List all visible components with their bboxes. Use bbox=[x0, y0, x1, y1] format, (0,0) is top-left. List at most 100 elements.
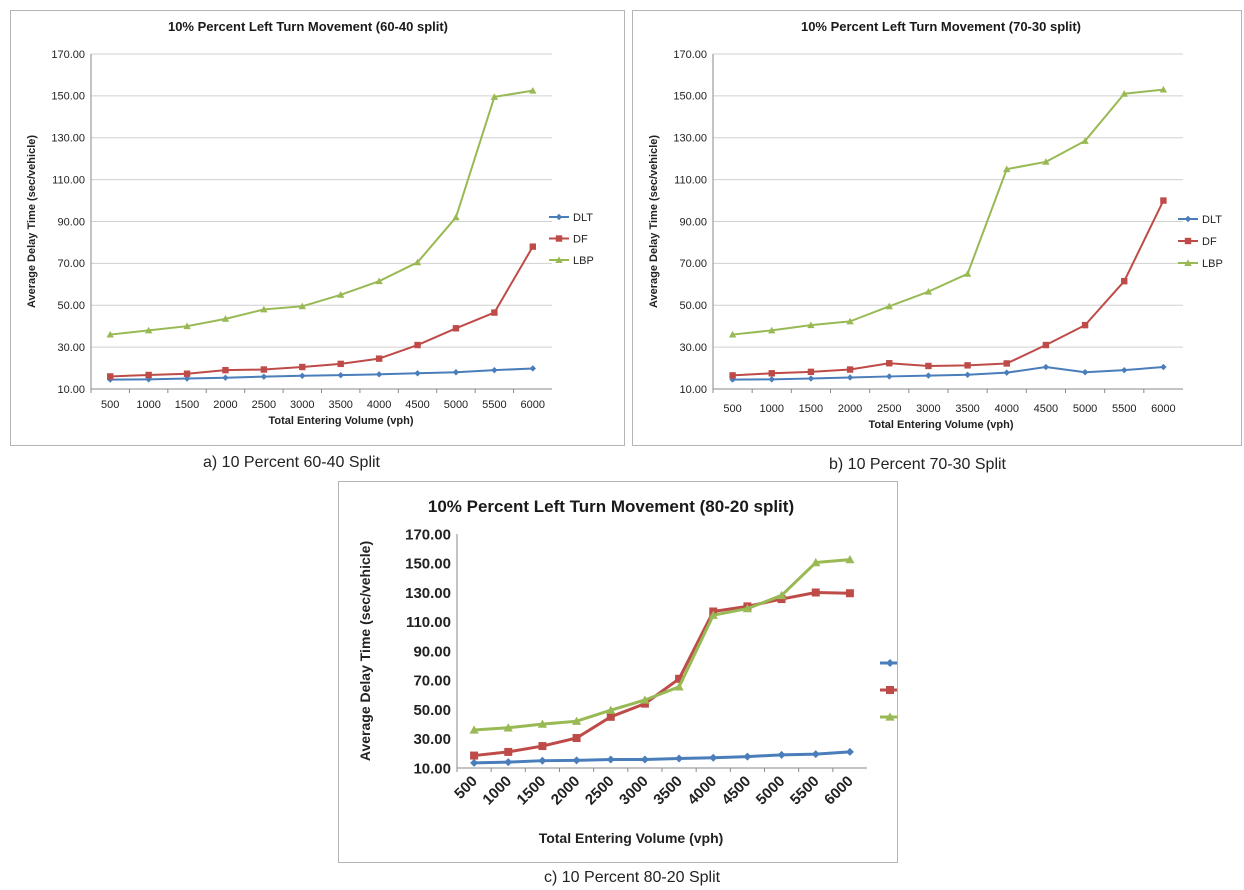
data-point bbox=[1003, 165, 1011, 173]
x-tick-label: 3500 bbox=[328, 399, 352, 411]
x-tick-label: 5500 bbox=[482, 399, 506, 411]
y-tick-label: 70.00 bbox=[679, 258, 707, 270]
series-line bbox=[110, 367, 533, 381]
data-point bbox=[606, 712, 615, 721]
legend-entry-lbp: LBP bbox=[880, 712, 897, 721]
x-axis-label: Total Entering Volume (vph) bbox=[268, 415, 413, 427]
data-point bbox=[1003, 360, 1010, 367]
legend-marker bbox=[1184, 237, 1192, 245]
data-point bbox=[776, 590, 787, 600]
data-point bbox=[728, 330, 737, 338]
chart-a-panel: 10% Percent Left Turn Movement (60-40 sp… bbox=[10, 10, 625, 446]
data-point bbox=[299, 363, 306, 371]
data-point bbox=[1003, 369, 1010, 376]
data-point bbox=[606, 705, 616, 714]
legend-label: LBP bbox=[573, 255, 594, 267]
x-tick-label: 6000 bbox=[521, 399, 545, 411]
series-line bbox=[732, 366, 1164, 381]
chart-title: 10% Percent Left Turn Movement (60-40 sp… bbox=[168, 19, 448, 34]
chart-c-caption: c) 10 Percent 80-20 Split bbox=[544, 869, 721, 886]
data-point bbox=[925, 372, 932, 379]
legend-label: DF bbox=[1202, 236, 1217, 248]
series-line bbox=[732, 200, 1165, 377]
data-point bbox=[375, 355, 383, 362]
x-tick-label: 5000 bbox=[1073, 403, 1097, 415]
data-point bbox=[811, 588, 820, 597]
data-point bbox=[729, 372, 736, 379]
y-tick-labels: 10.00 30.00 50.00 70.00 90.00 110.00 130.00 150… bbox=[405, 526, 451, 777]
y-tick-label: 130.00 bbox=[51, 133, 85, 145]
data-point bbox=[924, 287, 933, 295]
x-tick-label: 500 bbox=[723, 403, 741, 415]
data-point bbox=[925, 362, 932, 370]
legend-marker bbox=[555, 213, 563, 221]
data-point bbox=[452, 369, 460, 376]
data-point bbox=[414, 370, 421, 377]
x-tick-label: 2000 bbox=[838, 403, 862, 415]
x-axis-label: Total Entering Volume (vph) bbox=[539, 830, 724, 846]
data-point bbox=[964, 362, 971, 369]
data-point bbox=[885, 302, 893, 310]
series-dlt bbox=[470, 747, 854, 767]
y-tick-labels: 10.00 30.00 50.00 70.00 90.00 110.00 130.00 150… bbox=[51, 49, 85, 396]
series-line bbox=[110, 246, 534, 378]
x-tick-label: 2500 bbox=[877, 403, 901, 415]
data-point bbox=[183, 375, 191, 382]
x-tick-labels: 500 1000 1500 2000 2500 3000 3500 4000 4500 5000 5… bbox=[90, 389, 545, 411]
data-point bbox=[375, 277, 383, 285]
chart-a-caption: a) 10 Percent 60-40 Split bbox=[203, 454, 380, 471]
data-point bbox=[414, 341, 421, 349]
chart-c-panel: 10% Percent Left Turn Movement (80-20 sp… bbox=[338, 481, 898, 863]
data-point bbox=[491, 366, 498, 374]
data-point bbox=[260, 373, 268, 380]
data-point bbox=[144, 326, 153, 334]
y-tick-label: 110.00 bbox=[406, 614, 451, 631]
data-point bbox=[538, 742, 547, 751]
data-point bbox=[640, 755, 649, 764]
data-point bbox=[503, 723, 513, 732]
y-axis-label: Average Delay Time (sec/vehicle) bbox=[648, 135, 660, 308]
data-point bbox=[674, 682, 684, 691]
legend-label: DLT bbox=[1202, 214, 1222, 226]
x-tick-label: 3000 bbox=[916, 403, 940, 415]
y-tick-label: 10.00 bbox=[57, 384, 85, 396]
data-point bbox=[1120, 90, 1128, 97]
x-tick-label: 2500 bbox=[582, 773, 618, 809]
x-tick-label: 6000 bbox=[1151, 403, 1175, 415]
x-tick-label: 500 bbox=[101, 399, 119, 411]
x-tick-label: 3500 bbox=[955, 403, 979, 415]
legend-entry-dlt: DLT bbox=[880, 659, 897, 667]
data-point bbox=[807, 321, 815, 329]
series-line bbox=[473, 558, 851, 732]
data-point bbox=[709, 753, 718, 762]
legend-label: LBP bbox=[1202, 258, 1223, 270]
y-axis-label: Average Delay Time (sec/vehicle) bbox=[357, 541, 373, 761]
data-point bbox=[413, 258, 422, 266]
x-tick-label: 1500 bbox=[175, 399, 199, 411]
x-tick-label: 4500 bbox=[1034, 403, 1058, 415]
data-point bbox=[1042, 158, 1050, 165]
data-point bbox=[768, 376, 775, 383]
legend-marker bbox=[885, 712, 895, 721]
series-line bbox=[732, 88, 1164, 336]
data-point bbox=[846, 374, 854, 381]
data-point bbox=[743, 752, 752, 761]
x-tick-labels: 500 1000 1500 2000 2500 3000 3500 4000 4500 5000 5… bbox=[712, 389, 1176, 415]
data-point bbox=[811, 557, 821, 567]
data-point bbox=[1160, 363, 1167, 371]
y-tick-label: 70.00 bbox=[57, 258, 85, 270]
data-point bbox=[886, 360, 893, 367]
data-point bbox=[1159, 85, 1168, 93]
x-tick-label: 3000 bbox=[290, 399, 314, 411]
series-df bbox=[470, 588, 854, 760]
series-lbp bbox=[106, 86, 537, 338]
data-point bbox=[491, 309, 498, 316]
data-point bbox=[1081, 369, 1089, 376]
data-point bbox=[768, 370, 775, 377]
data-point bbox=[107, 373, 114, 380]
chart-b: 10% Percent Left Turn Movement (70-30 sp… bbox=[648, 19, 1223, 431]
x-tick-label: 2000 bbox=[213, 399, 237, 411]
chart-b-panel: 10% Percent Left Turn Movement (70-30 sp… bbox=[632, 10, 1242, 446]
data-point bbox=[1042, 363, 1050, 371]
data-point bbox=[260, 305, 268, 313]
